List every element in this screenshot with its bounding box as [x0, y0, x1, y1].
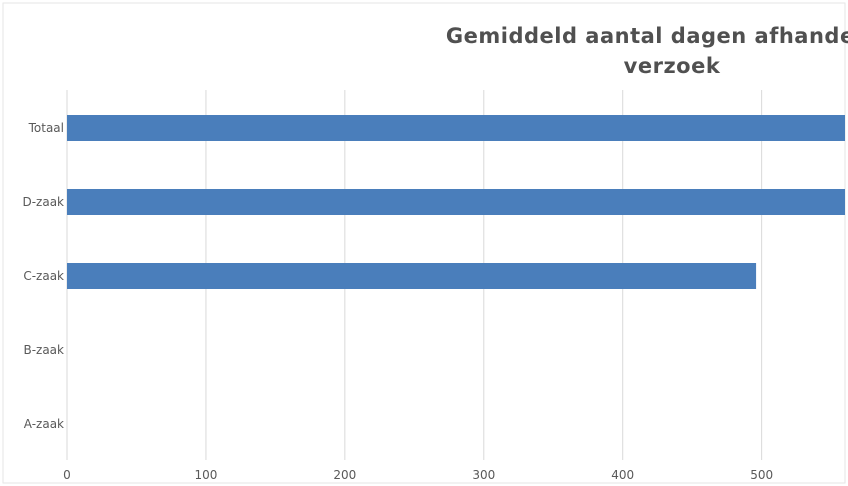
x-tick-label: 0: [63, 468, 71, 482]
category-label: D-zaak: [22, 195, 64, 209]
bar-c-zaak: [67, 263, 757, 289]
x-tick-label: 100: [194, 468, 217, 482]
x-tick-label: 300: [472, 468, 495, 482]
x-tick-labels: 0 100 200 300 400 500: [63, 468, 773, 482]
chart-title-line-1: Gemiddeld aantal dagen afhandeli: [446, 24, 848, 48]
category-label: B-zaak: [23, 343, 64, 357]
category-label: C-zaak: [23, 269, 64, 283]
bar-d-zaak: [67, 189, 845, 215]
chart-title-line-2: verzoek: [624, 54, 721, 78]
category-label: Totaal: [28, 121, 64, 135]
bar-totaal: [67, 115, 845, 141]
x-tick-label: 500: [750, 468, 773, 482]
x-tick-label: 200: [333, 468, 356, 482]
category-label: A-zaak: [24, 417, 64, 431]
bars: [67, 115, 845, 289]
category-labels: Totaal D-zaak C-zaak B-zaak A-zaak: [22, 121, 64, 431]
x-tick-label: 400: [611, 468, 634, 482]
